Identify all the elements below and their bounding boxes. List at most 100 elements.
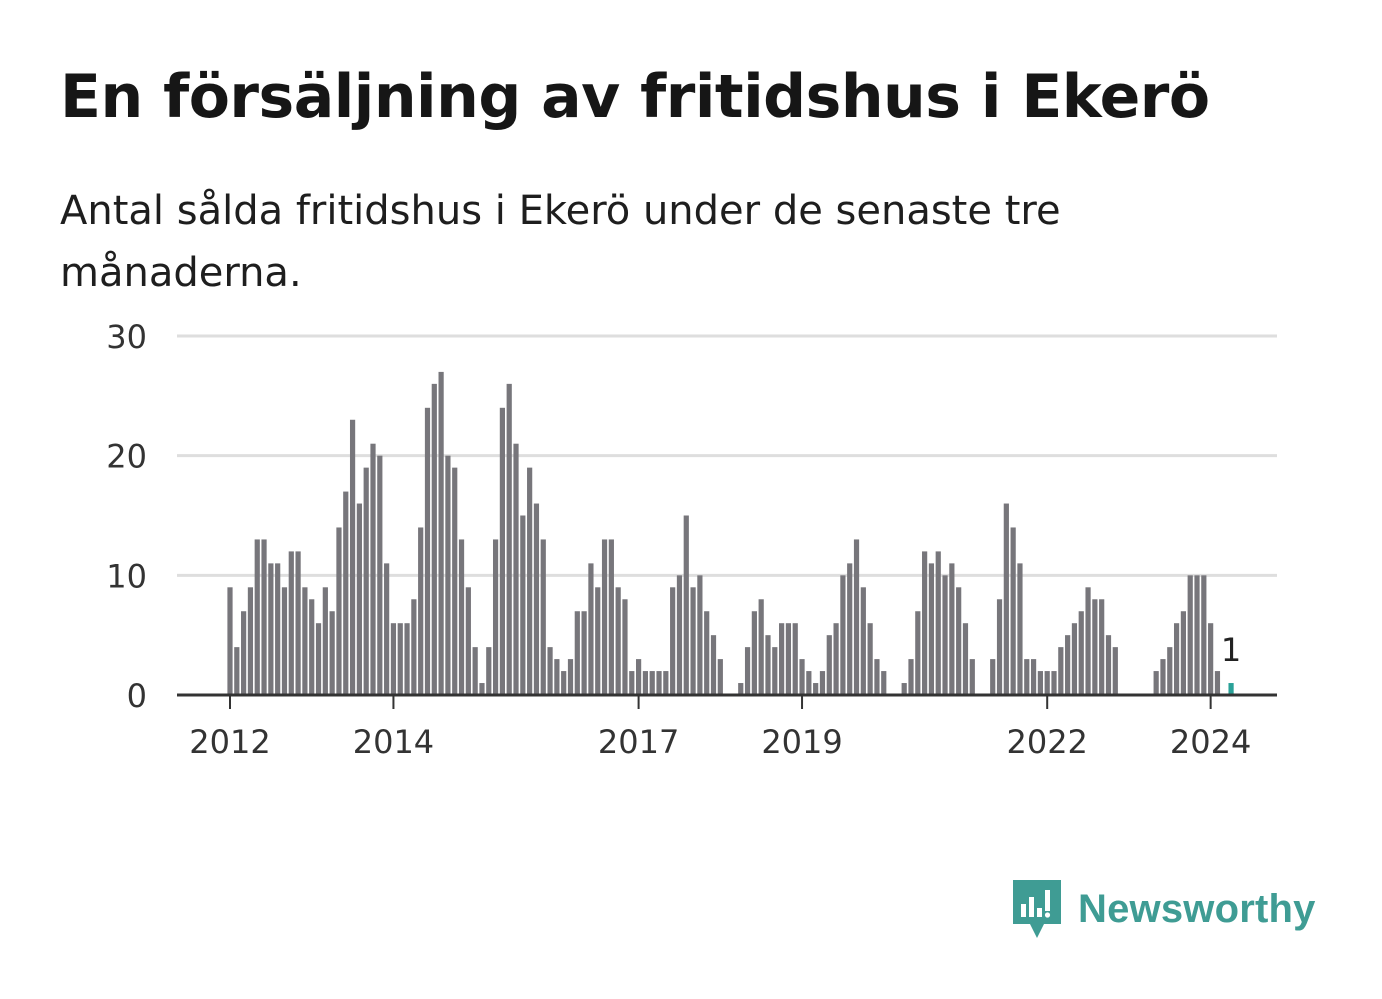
bar [901,683,907,695]
bar [690,587,696,695]
bar [533,503,540,695]
bar [649,671,655,695]
bar [247,587,254,695]
bar [1017,563,1023,695]
bar [588,563,594,695]
bar [935,551,941,695]
bar [601,539,608,695]
bar [867,623,873,695]
bar [922,551,928,695]
bar [1024,659,1030,695]
bar-value-label: 1 [1221,631,1241,669]
bar [615,587,621,695]
bar [1085,587,1091,695]
bar [418,527,424,695]
bar [881,671,887,695]
bar [595,587,601,695]
bar [363,467,369,695]
bar [683,515,689,695]
bar [404,623,410,695]
bar [738,683,744,695]
bar [411,599,417,695]
bar [915,611,921,695]
bar [234,647,240,695]
bar [1071,623,1078,695]
bar [622,599,628,695]
bar [697,575,703,695]
x-tick-label: 2012 [189,723,270,761]
brand: Newsworthy [1010,878,1316,940]
x-tick-label: 2017 [598,723,679,761]
bar [1010,527,1016,695]
bar [574,611,580,695]
bar [349,419,356,695]
bar [785,623,792,695]
bar [819,671,826,695]
bar [540,539,546,695]
bar [281,587,288,695]
bar [853,539,860,695]
bar [1092,599,1098,695]
bar [636,659,642,695]
bar [254,539,260,695]
bar [513,443,519,695]
bar [452,467,458,695]
bar [758,599,764,695]
bar-highlight [1228,683,1234,695]
bar [527,467,533,695]
newsworthy-logo-icon [1013,880,1061,938]
bar [949,563,955,695]
bar [704,611,710,695]
bar [438,371,444,695]
bar [547,647,553,695]
bar [676,575,683,695]
bar [1037,671,1043,695]
bar [499,407,505,695]
bar [1201,575,1207,695]
bar [445,455,451,695]
bar [370,443,376,695]
bar [581,611,587,695]
brand-name: Newsworthy [1078,886,1316,931]
bar [962,623,969,695]
bar [458,539,465,695]
bar [826,635,832,695]
bar [1058,647,1064,695]
bar [840,575,846,695]
bar [1167,647,1173,695]
bar [1214,671,1221,695]
y-tick-label: 20 [106,438,147,476]
bar [1112,647,1118,695]
bar [656,671,662,695]
bar [942,575,948,695]
bar [1187,575,1193,695]
bar [1208,623,1214,695]
bar [833,623,839,695]
bar [322,587,328,695]
bar [751,611,757,695]
bar [390,623,397,695]
labels: 0 10 20 30 1 2012 2014 2017 2019 2022 2024 [106,318,1251,761]
bar [275,563,281,695]
bar [996,599,1003,695]
chart-subtitle: Antal sålda fritidshus i Ekerö under de … [60,188,1061,296]
bar [315,623,322,695]
bar [465,587,471,695]
bar [629,671,635,695]
bar [397,623,403,695]
bars [227,371,1234,695]
bar [1044,671,1050,695]
bar [779,623,785,695]
bar [772,647,778,695]
bar [813,683,819,695]
bar [329,611,335,695]
bar [1194,575,1200,695]
bar [608,539,614,695]
x-tick-label: 2024 [1170,723,1251,761]
bar [717,659,723,695]
bar [1003,503,1009,695]
bar [1051,671,1057,695]
bar [268,563,274,695]
bar-chart: 0 10 20 30 1 2012 2014 2017 2019 2022 2024 [106,318,1277,761]
bar [670,587,676,695]
